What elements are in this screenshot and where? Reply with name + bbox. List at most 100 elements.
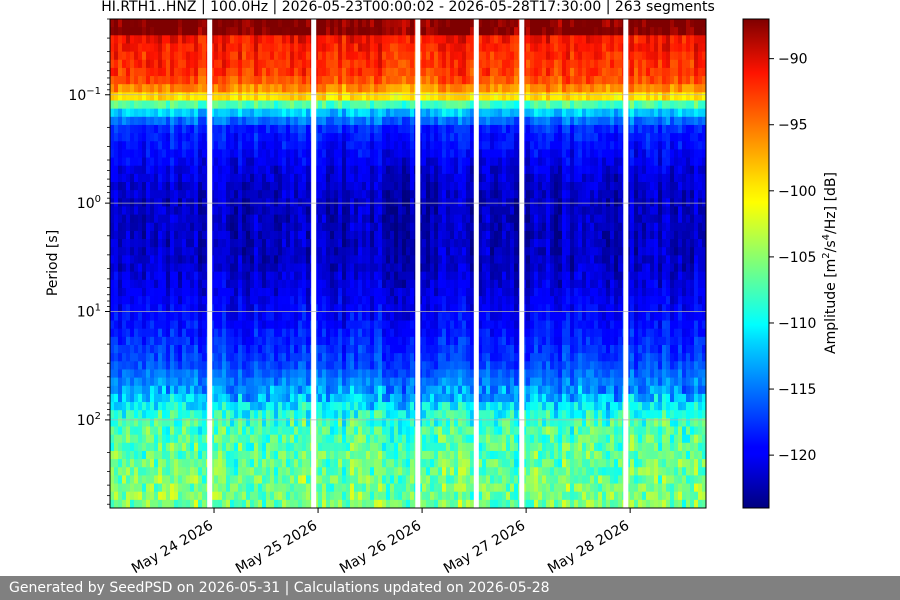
heatmap-cell [330,418,335,428]
heatmap-cell [330,173,335,183]
heatmap-cell [382,377,387,387]
heatmap-cell [374,108,379,118]
heatmap-cell [254,434,259,444]
heatmap-column [374,19,379,508]
heatmap-cell [218,35,223,45]
heatmap-cell [222,67,227,77]
heatmap-cell [242,182,247,191]
heatmap-cell [278,442,283,452]
heatmap-cell [230,320,235,330]
heatmap-cell [430,116,435,126]
heatmap-cell [178,361,183,371]
heatmap-cell [194,263,199,273]
heatmap-cell [134,108,139,118]
heatmap-cell [282,100,287,110]
heatmap-cell [166,182,171,191]
heatmap-cell [182,43,187,53]
heatmap-cell [298,426,303,436]
heatmap-cell [290,402,295,411]
heatmap-cell [270,450,275,460]
heatmap-cell [426,263,431,273]
heatmap-cell [358,247,363,256]
heatmap-cell [198,369,203,379]
heatmap-cell [434,67,439,77]
heatmap-cell [390,59,395,69]
heatmap-cell [190,230,195,240]
heatmap-cell [398,410,403,419]
heatmap-cell [322,287,327,297]
heatmap-cell [186,157,191,167]
heatmap-cell [258,149,263,159]
heatmap-cell [130,467,135,476]
heatmap-cell [282,173,287,183]
heatmap-cell [182,402,187,411]
heatmap-cell [302,499,307,508]
heatmap-cell [298,59,303,69]
heatmap-cell [350,124,355,134]
heatmap-cell [242,328,247,338]
heatmap-cell [162,353,167,362]
heatmap-cell [166,434,171,444]
heatmap-cell [122,450,127,460]
heatmap-cell [374,442,379,452]
heatmap-cell [278,475,283,485]
heatmap-cell [110,475,115,485]
heatmap-cell [334,483,339,493]
heatmap-cell [298,108,303,118]
heatmap-cell [374,491,379,501]
heatmap-cell [142,345,147,354]
heatmap-cell [362,491,367,501]
heatmap-cell [358,190,363,199]
heatmap-column [334,19,339,508]
heatmap-cell [382,336,387,346]
heatmap-cell [338,467,343,476]
heatmap-cell [122,459,127,468]
heatmap-cell [142,239,147,248]
heatmap-cell [326,255,331,265]
heatmap-cell [190,190,195,199]
heatmap-cell [334,165,339,175]
heatmap-cell [162,393,167,403]
heatmap-cell [194,116,199,126]
heatmap-cell [242,35,247,45]
heatmap-cell [262,198,267,208]
heatmap-cell [126,190,131,199]
heatmap-cell [366,149,371,159]
heatmap-cell [194,108,199,118]
heatmap-cell [434,393,439,403]
heatmap-cell [130,247,135,256]
heatmap-cell [154,198,159,208]
heatmap-cell [202,133,207,142]
heatmap-cell [202,402,207,411]
heatmap-cell [434,43,439,53]
heatmap-cell [254,467,259,476]
heatmap-cell [222,239,227,248]
heatmap-cell [426,393,431,403]
heatmap-cell [178,328,183,338]
heatmap-cell [386,345,391,354]
heatmap-cell [166,336,171,346]
heatmap-cell [186,149,191,159]
heatmap-cell [334,353,339,362]
heatmap-cell [198,353,203,362]
heatmap-cell [254,345,259,354]
heatmap-cell [186,336,191,346]
heatmap-cell [378,467,383,476]
heatmap-cell [394,157,399,167]
heatmap-cell [422,239,427,248]
heatmap-cell [322,361,327,371]
heatmap-cell [118,442,123,452]
heatmap-cell [378,43,383,53]
heatmap-cell [198,149,203,159]
heatmap-cell [338,483,343,493]
heatmap-cell [122,320,127,330]
heatmap-cell [178,263,183,273]
heatmap-cell [146,263,151,273]
heatmap-cell [294,116,299,126]
heatmap-cell [318,377,323,387]
heatmap-cell [342,124,347,134]
heatmap-cell [306,100,311,110]
heatmap-cell [258,239,263,248]
heatmap-cell [358,304,363,313]
heatmap-cell [282,59,287,69]
